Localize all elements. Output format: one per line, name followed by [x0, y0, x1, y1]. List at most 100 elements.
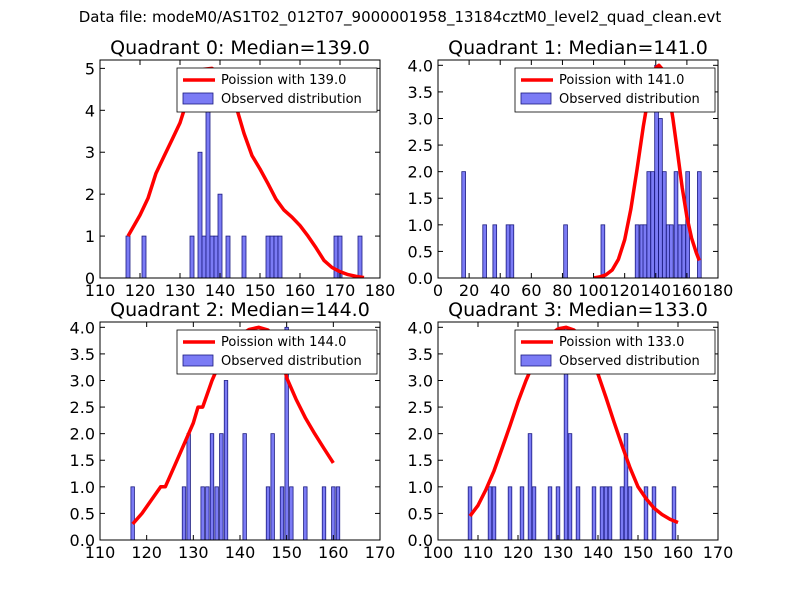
histogram-bar [646, 171, 652, 279]
y-tick-label: 1 [85, 227, 95, 246]
histogram-bar [331, 486, 336, 541]
y-tick-label: 3.0 [408, 109, 433, 128]
histogram-bar [289, 486, 294, 541]
x-tick-label: 80 [552, 281, 572, 300]
legend-curve-label: Poission with 133.0 [559, 335, 684, 350]
histogram-bar [273, 235, 279, 279]
histogram-bar [209, 433, 215, 541]
histogram-bar [197, 151, 203, 279]
y-tick-label: 1.0 [408, 478, 433, 497]
histogram-bar [603, 486, 609, 541]
legend-box [514, 329, 716, 375]
x-tick-label: 170 [325, 281, 356, 300]
histogram-bar [461, 171, 466, 279]
x-tick-label: 0 [433, 281, 443, 300]
histogram-bar [335, 486, 341, 541]
y-tick-label: 3.5 [408, 83, 433, 102]
histogram-bar [673, 171, 679, 279]
x-tick-label: 120 [609, 281, 640, 300]
y-tick-label: 4.0 [70, 318, 95, 337]
x-tick-label: 160 [672, 281, 703, 300]
legend-box [176, 329, 378, 375]
histogram-bar [599, 486, 605, 541]
histogram-bar [671, 486, 677, 541]
histogram-bar [130, 486, 135, 541]
x-tick-label: 20 [459, 281, 479, 300]
x-tick-label: 120 [131, 543, 162, 562]
histogram-bar [634, 224, 640, 279]
histogram-bar [677, 224, 683, 279]
axes-frame [99, 59, 381, 279]
legend-bar-swatch [520, 92, 552, 105]
y-tick-label: 2.5 [408, 136, 433, 155]
y-tick-label: 0.0 [70, 531, 95, 550]
histogram-bar [201, 235, 207, 279]
figure-suptitle: Data file: modeM0/AS1T02_012T07_90000019… [78, 8, 722, 26]
y-tick-label: 4.0 [408, 318, 433, 337]
legend-curve-label: Poission with 141.0 [559, 73, 684, 88]
histogram-bar [505, 224, 511, 279]
histogram-bar [491, 486, 497, 541]
legend-bar-swatch [520, 354, 552, 367]
histogram-bar [487, 486, 493, 541]
histogram-bar [269, 235, 275, 279]
histogram-bar [619, 486, 625, 541]
subplot-title: Quadrant 3: Median=133.0 [448, 299, 708, 321]
histogram-bar [509, 224, 515, 279]
histogram-bar [651, 486, 657, 541]
histogram-bar [531, 486, 537, 541]
x-tick-label: 150 [245, 281, 276, 300]
x-tick-label: 150 [271, 543, 302, 562]
axes-frame [437, 321, 719, 541]
x-tick-label: 110 [85, 543, 116, 562]
subplot-quadrant-2: Quadrant 2: Median=144.0 110 120 130 140 150 1… [70, 299, 396, 562]
histogram-bar [697, 171, 702, 279]
x-tick-label: 140 [225, 543, 256, 562]
x-tick-label: 140 [641, 281, 672, 300]
histogram-bar [225, 235, 231, 279]
x-tick-label: 120 [125, 281, 156, 300]
y-tick-label: 3 [85, 143, 95, 162]
histogram-bar [642, 224, 648, 279]
y-tick-label: 2.0 [70, 425, 95, 444]
y-tick-label: 3.0 [70, 371, 95, 390]
subplot-title: Quadrant 1: Median=141.0 [448, 37, 708, 59]
histogram-bar [217, 193, 223, 279]
x-tick-label: 160 [318, 543, 349, 562]
histogram-bar [241, 235, 247, 279]
histogram-bar [662, 171, 667, 279]
y-tick-label: 2 [85, 185, 95, 204]
histogram-bar [242, 433, 247, 541]
y-tick-label: 0.5 [70, 504, 95, 523]
legend-bar-label: Observed distribution [559, 92, 700, 107]
y-tick-label: 2.5 [408, 398, 433, 417]
x-tick-label: 150 [623, 543, 654, 562]
histogram-bar [357, 235, 363, 279]
histogram-bar [627, 486, 633, 541]
histogram-bar [186, 433, 191, 541]
y-tick-label: 1.5 [70, 451, 95, 470]
subplot-title: Quadrant 0: Median=139.0 [110, 37, 370, 59]
y-tick-label: 1.5 [408, 189, 433, 208]
histogram-bar [650, 171, 655, 279]
y-tick-label: 1.0 [70, 478, 95, 497]
x-tick-label: 100 [578, 281, 609, 300]
y-tick-label: 4.0 [408, 56, 433, 75]
y-tick-label: 0.0 [408, 269, 433, 288]
poisson-curve [126, 66, 365, 278]
histogram-bar [223, 380, 229, 541]
y-tick-label: 4 [85, 101, 95, 120]
histogram-bar [507, 486, 513, 541]
histogram-bar [279, 486, 285, 541]
x-tick-label: 170 [703, 543, 734, 562]
y-tick-label: 3.5 [70, 345, 95, 364]
x-tick-label: 130 [543, 543, 574, 562]
histogram-bar [555, 486, 561, 541]
y-tick-label: 1.0 [408, 216, 433, 235]
histogram-bar [265, 486, 271, 541]
y-tick-label: 3.5 [408, 345, 433, 364]
x-tick-label: 140 [205, 281, 236, 300]
histogram-bar [563, 224, 568, 279]
y-tick-label: 1.5 [408, 451, 433, 470]
